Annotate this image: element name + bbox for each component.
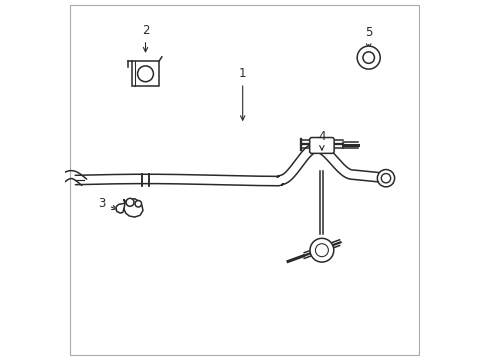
Polygon shape: [116, 203, 123, 213]
Circle shape: [135, 201, 141, 207]
Circle shape: [377, 170, 394, 187]
Text: 1: 1: [239, 67, 246, 120]
FancyBboxPatch shape: [132, 61, 159, 86]
Text: 4: 4: [318, 130, 325, 150]
Circle shape: [137, 66, 153, 82]
Text: 5: 5: [364, 26, 372, 48]
Text: 2: 2: [142, 24, 149, 52]
Polygon shape: [123, 199, 142, 217]
Circle shape: [362, 52, 374, 63]
Circle shape: [309, 238, 333, 262]
FancyBboxPatch shape: [309, 138, 333, 153]
Circle shape: [356, 46, 380, 69]
Text: 3: 3: [99, 197, 116, 210]
Circle shape: [126, 198, 134, 206]
